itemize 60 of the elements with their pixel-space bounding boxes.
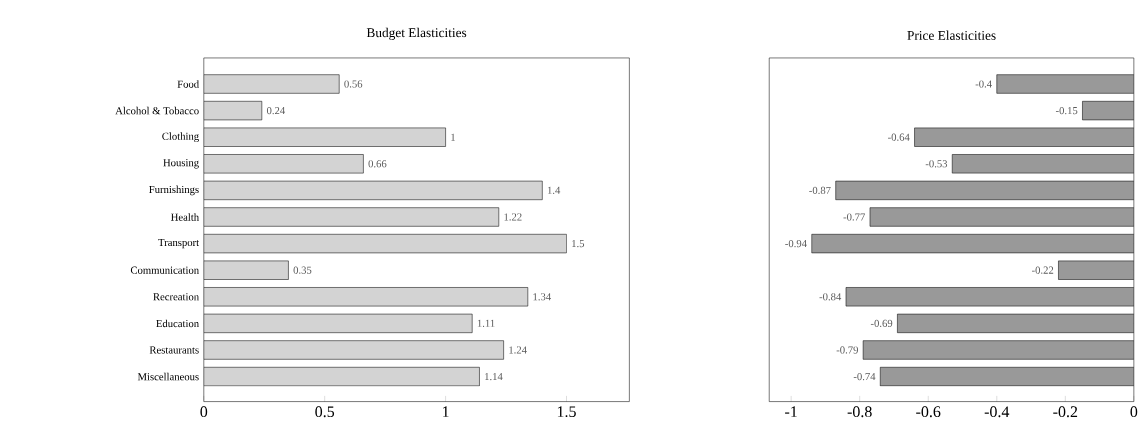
y-tick-label: Miscellaneous (137, 373, 199, 381)
data-label: -0.84 (819, 293, 842, 301)
bar (203, 181, 543, 201)
x-tick-label: -1 (785, 406, 797, 418)
x-tick-label: 0.5 (315, 406, 335, 418)
bar (203, 101, 263, 121)
bar (203, 340, 504, 360)
data-label: 1.22 (504, 213, 522, 221)
x-tick-label: -0.4 (984, 406, 1010, 418)
bar (203, 260, 289, 280)
data-label: 0.56 (344, 80, 363, 88)
data-label: -0.22 (1031, 266, 1054, 275)
y-tick-label: Furnishings (149, 185, 199, 196)
x-tick-label: 1 (443, 406, 449, 418)
bar (203, 127, 446, 147)
bar (203, 234, 567, 254)
data-label: 1.11 (477, 320, 495, 328)
y-tick-label: Education (156, 319, 199, 328)
data-label: -0.69 (870, 319, 893, 328)
chart-title: Budget Elasticities (366, 28, 467, 41)
bar (203, 207, 500, 227)
data-label: -0.79 (836, 346, 858, 354)
bar (203, 367, 480, 387)
data-label: -0.77 (843, 213, 865, 221)
data-label: -0.15 (1055, 107, 1078, 115)
x-tick-label: -0.8 (847, 406, 872, 418)
bar (203, 314, 473, 334)
data-label: 1.14 (485, 373, 503, 381)
data-label: 1.4 (547, 187, 561, 195)
y-tick-label: Housing (163, 159, 199, 169)
y-tick-label: Health (171, 213, 199, 221)
x-tick-label: 1.5 (557, 406, 576, 418)
x-tick-label: 0 (200, 406, 208, 418)
data-label: 0.24 (266, 107, 286, 115)
chart-title: Price Elasticities (907, 30, 996, 41)
data-label: -0.94 (785, 240, 807, 248)
x-tick-label: -0.6 (916, 406, 941, 418)
data-label: -0.64 (888, 133, 910, 142)
y-tick-label: Clothing (162, 132, 199, 143)
bar (203, 154, 364, 174)
data-label: 1.34 (533, 293, 551, 301)
data-label: -0.4 (975, 80, 992, 88)
data-label: 0.66 (368, 160, 387, 168)
x-tick-label: 0 (1130, 406, 1138, 418)
data-label: -0.87 (809, 187, 831, 195)
x-tick-label: -0.2 (1053, 406, 1078, 418)
y-tick-label: Recreation (153, 293, 199, 301)
data-label: 1 (451, 133, 455, 141)
bar (203, 287, 529, 307)
y-tick-label: Transport (158, 239, 200, 249)
bar (203, 74, 340, 94)
data-label: 1.5 (572, 240, 585, 248)
y-tick-label: Restaurants (149, 346, 199, 354)
data-label: 1.24 (509, 346, 527, 354)
data-label: -0.74 (853, 373, 876, 381)
y-tick-label: Communication (130, 266, 199, 274)
data-label: -0.53 (925, 160, 948, 168)
y-tick-label: Alcohol & Tobacco (115, 107, 199, 115)
data-label: 0.35 (293, 266, 312, 275)
y-tick-label: Food (177, 80, 199, 88)
